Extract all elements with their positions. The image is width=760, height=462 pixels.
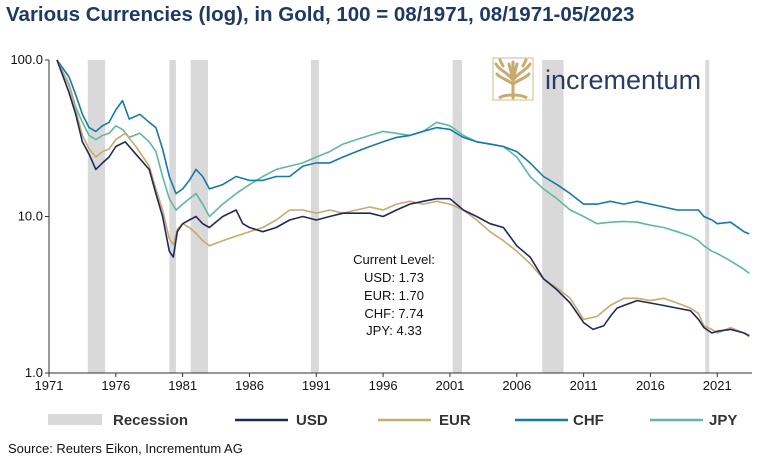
x-tick-label: 2001 bbox=[435, 378, 464, 393]
recession-band-3 bbox=[310, 60, 319, 373]
recession-band-4 bbox=[452, 60, 462, 373]
series-chf bbox=[56, 59, 750, 235]
legend-label-jpy: JPY bbox=[709, 412, 737, 429]
y-tick-label: 100.0 bbox=[10, 52, 43, 67]
legend-label-recession: Recession bbox=[113, 412, 188, 429]
tree-icon bbox=[492, 57, 534, 101]
recession-band-6 bbox=[705, 60, 710, 373]
source-note: Source: Reuters Eikon, Incrementum AG bbox=[8, 441, 243, 456]
recession-band-5 bbox=[542, 60, 564, 373]
recession-band-0 bbox=[87, 60, 106, 373]
recession-bands bbox=[87, 60, 710, 373]
y-tick-label: 1.0 bbox=[25, 365, 43, 380]
y-tick-label: 10.0 bbox=[18, 209, 43, 224]
series-usd bbox=[56, 59, 750, 337]
annotation-eur: EUR: 1.70 bbox=[364, 288, 424, 303]
x-tick-label: 1991 bbox=[302, 378, 331, 393]
annotation-chf: CHF: 7.74 bbox=[364, 306, 423, 321]
legend-swatch-recession bbox=[48, 414, 102, 425]
chart-title: Various Currencies (log), in Gold, 100 =… bbox=[6, 3, 635, 26]
legend-label-eur: EUR bbox=[439, 412, 471, 429]
legend-label-chf: CHF bbox=[573, 412, 604, 429]
tick-labels: 1971 1976 1981 1986 1991 1996 2001 2006 2011 2016… bbox=[10, 52, 731, 393]
current-level-annotation: Current Level: USD: 1.73 EUR: 1.70 CHF: … bbox=[353, 252, 435, 338]
brand-name: incrementum bbox=[545, 65, 701, 95]
series-jpy bbox=[56, 59, 750, 275]
recession-band-2 bbox=[190, 60, 209, 373]
x-tick-label: 1976 bbox=[101, 378, 130, 393]
x-tick-label: 1996 bbox=[369, 378, 398, 393]
legend: Recession USD EUR CHF JPY bbox=[48, 412, 737, 429]
series-eur bbox=[56, 59, 750, 338]
x-tick-label: 1986 bbox=[235, 378, 264, 393]
annotation-heading: Current Level: bbox=[353, 252, 435, 267]
incrementum-logo: incrementum bbox=[492, 57, 701, 101]
x-tick-label: 2006 bbox=[502, 378, 531, 393]
annotation-jpy: JPY: 4.33 bbox=[366, 323, 422, 338]
legend-label-usd: USD bbox=[296, 412, 328, 429]
x-tick-label: 2016 bbox=[636, 378, 665, 393]
series-lines bbox=[56, 59, 750, 338]
annotation-usd: USD: 1.73 bbox=[364, 270, 424, 285]
recession-band-1 bbox=[169, 60, 176, 373]
x-tick-label: 1981 bbox=[168, 378, 197, 393]
x-tick-label: 2021 bbox=[703, 378, 732, 393]
x-tick-label: 1971 bbox=[35, 378, 64, 393]
x-tick-label: 2011 bbox=[570, 378, 598, 393]
